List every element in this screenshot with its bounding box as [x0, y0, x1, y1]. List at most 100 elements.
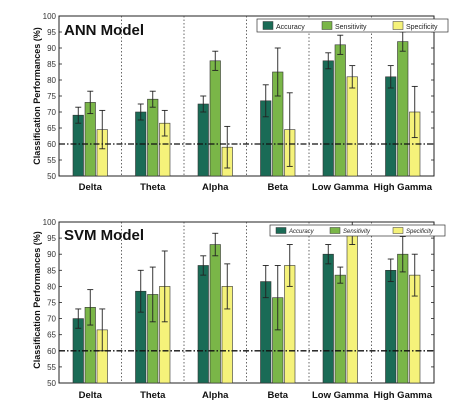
svm-error-bar	[200, 255, 207, 276]
ann-legend-swatch-accuracy	[262, 21, 274, 30]
ann-legend: Accuracy Sensitivity Specificity	[256, 18, 449, 33]
svm-y-tick-label: 50	[47, 379, 56, 388]
ann-plot-frame	[58, 15, 435, 177]
svm-error-bar	[286, 244, 293, 287]
ann-chart-panel: Classification Performances (%) 50 55 60 65…	[32, 12, 449, 193]
svm-legend-swatch-accuracy	[275, 227, 287, 234]
ann-y-tick-label: 75	[47, 92, 56, 101]
svm-bar-accuracy	[322, 253, 334, 384]
ann-legend-swatch-specificity	[392, 21, 404, 30]
svm-error-bar	[75, 308, 82, 329]
svm-y-tick-label: 95	[47, 234, 56, 243]
svm-legend: Accuracy Sensitivity Specificity	[269, 224, 446, 237]
ann-category-label: Theta	[140, 182, 166, 193]
svm-error-bar	[137, 269, 144, 313]
svm-y-tick-label: 85	[47, 266, 56, 275]
ann-error-bar	[262, 84, 269, 118]
ann-y-tick-label: 100	[43, 12, 57, 21]
ann-error-bar	[325, 52, 332, 70]
svm-category-label: Beta	[267, 390, 288, 401]
ann-bar-accuracy	[322, 60, 334, 177]
svm-error-bar	[212, 232, 219, 257]
ann-bar-sensitivity	[334, 44, 346, 177]
ann-error-bar	[149, 90, 156, 108]
svm-y-tick-label: 65	[47, 331, 56, 340]
svm-error-bar	[224, 263, 231, 310]
ann-bar-specificity	[346, 76, 358, 177]
svm-error-bar	[87, 289, 94, 326]
svm-y-tick-label: 70	[47, 315, 56, 324]
svm-error-bar	[387, 258, 394, 283]
ann-error-bar	[99, 109, 106, 150]
ann-error-bar	[161, 109, 168, 137]
ann-legend-label-accuracy: Accuracy	[276, 24, 305, 31]
svm-category-label: High Gamma	[373, 390, 432, 401]
ann-error-bar	[387, 65, 394, 89]
svm-bar-specificity	[346, 232, 358, 384]
ann-category-label: High Gamma	[373, 182, 432, 193]
svm-bar-accuracy	[385, 269, 397, 384]
ann-bar-accuracy	[385, 76, 397, 177]
svm-error-bar	[149, 266, 156, 323]
svm-y-tick-label: 80	[47, 282, 56, 291]
svm-bar-sensitivity	[334, 274, 346, 384]
svm-category-label: Low Gamma	[312, 390, 369, 401]
svm-y-tick-label: 75	[47, 299, 56, 308]
ann-error-bar	[337, 34, 344, 55]
svm-error-bar	[411, 253, 418, 297]
svm-category-label: Alpha	[202, 390, 229, 401]
ann-error-bar	[75, 106, 82, 124]
ann-y-tick-label: 50	[47, 172, 56, 181]
svm-bar-sensitivity	[209, 244, 221, 384]
ann-plot-area: 50 55 60 65 70 75 80 85 90 95 100 Delta Theta Alpha Be…	[43, 12, 435, 193]
ann-bar-accuracy	[197, 103, 209, 177]
ann-bar-sensitivity	[147, 98, 159, 177]
ann-error-bar	[274, 47, 281, 97]
ann-y-tick-label: 55	[47, 156, 56, 165]
ann-error-bar	[87, 90, 94, 115]
svm-category-label: Theta	[140, 390, 166, 401]
ann-bar-sensitivity	[397, 41, 409, 177]
ann-error-bar	[200, 95, 207, 113]
svm-error-bar	[399, 236, 406, 273]
svm-legend-swatch-specificity	[392, 227, 404, 234]
svm-bar-sensitivity	[397, 253, 409, 384]
svm-y-tick-label: 100	[43, 218, 57, 227]
ann-legend-swatch-sensitivity	[321, 21, 333, 30]
ann-y-tick-label: 90	[47, 44, 56, 53]
ann-category-label: Delta	[79, 182, 103, 193]
svm-category-label: Delta	[79, 390, 103, 401]
svm-y-tick-label: 55	[47, 363, 56, 372]
svm-error-bar	[325, 244, 332, 265]
ann-category-label: Alpha	[202, 182, 229, 193]
ann-error-bar	[411, 85, 418, 139]
svm-y-tick-label: 90	[47, 250, 56, 259]
ann-error-bar	[286, 92, 293, 167]
svm-plot-area: 50 55 60 65 70 75 80 85 90 95 100 Delta Theta Alpha Be…	[43, 218, 435, 401]
svm-legend-label-accuracy: Accuracy	[288, 229, 315, 235]
ann-y-tick-label: 95	[47, 28, 56, 37]
ann-y-tick-label: 80	[47, 76, 56, 85]
svm-error-bar	[262, 265, 269, 299]
ann-error-bar	[137, 103, 144, 121]
ann-legend-label-sensitivity: Sensitivity	[335, 24, 367, 31]
ann-bar-sensitivity	[209, 60, 221, 177]
ann-y-tick-label: 60	[47, 140, 56, 149]
ann-y-tick-label: 65	[47, 124, 56, 133]
svm-error-bar	[161, 250, 168, 323]
svm-error-bar	[274, 265, 281, 331]
svm-chart-title: SVM Model	[64, 227, 144, 244]
svm-chart-panel: Classification Performances (%) 50 55 60 65…	[32, 218, 446, 401]
svm-legend-swatch-sensitivity	[329, 227, 341, 234]
svm-legend-label-sensitivity: Sensitivity	[343, 229, 371, 235]
ann-error-bar	[224, 125, 231, 169]
ann-chart-title: ANN Model	[64, 22, 144, 39]
svm-y-tick-label: 60	[47, 347, 56, 356]
ann-legend-label-specificity: Specificity	[406, 24, 438, 31]
svm-legend-box	[269, 224, 446, 237]
ann-error-bar	[349, 65, 356, 89]
svm-y-axis-label: Classification Performances (%)	[32, 231, 42, 369]
ann-y-axis-label: Classification Performances (%)	[32, 27, 42, 165]
svm-error-bar	[337, 266, 344, 284]
